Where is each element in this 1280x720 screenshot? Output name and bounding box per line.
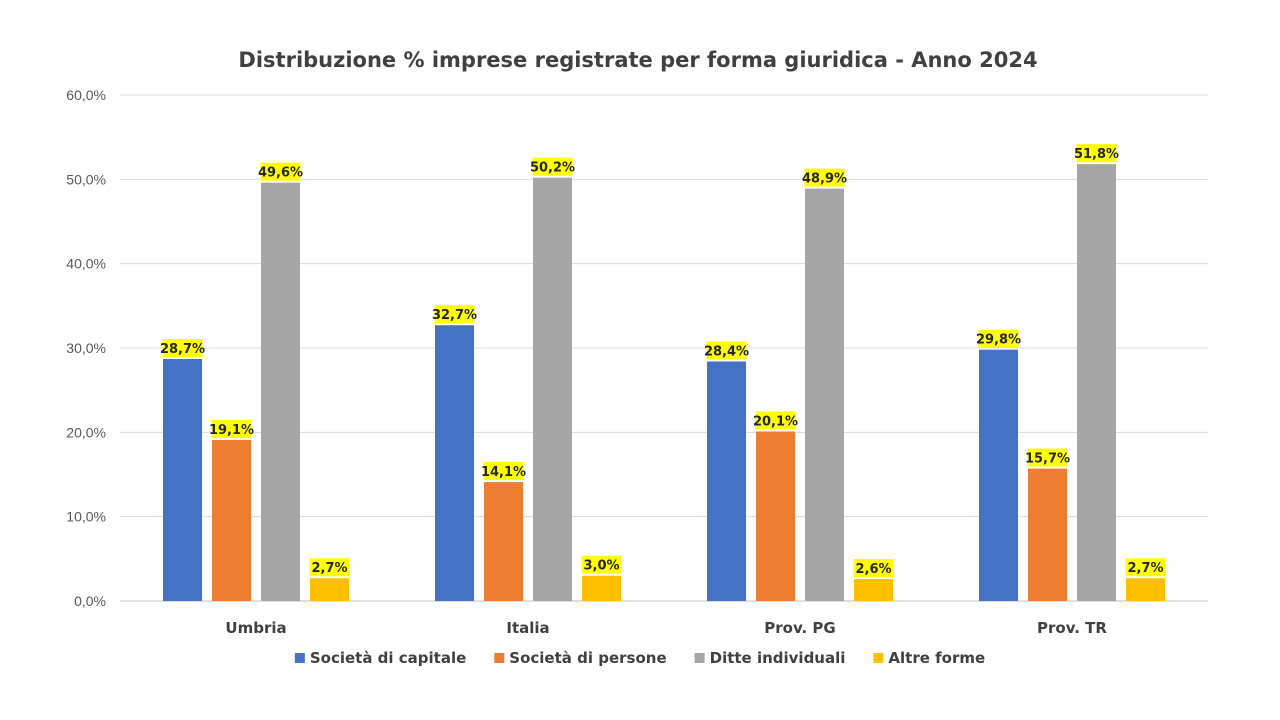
- data-label: 14,1%: [481, 465, 526, 480]
- bar: [979, 349, 1018, 601]
- bar: [1126, 578, 1165, 601]
- bar: [212, 439, 251, 601]
- data-label: 15,7%: [1025, 452, 1070, 467]
- bar: [805, 188, 844, 602]
- data-label: 2,7%: [311, 561, 347, 576]
- bar: [1077, 164, 1116, 602]
- data-label: 2,6%: [855, 562, 891, 577]
- y-tick-label: 60,0%: [66, 87, 106, 103]
- legend-swatch: [873, 653, 884, 663]
- data-label-highlight: [434, 305, 475, 324]
- y-tick-label: 50,0%: [66, 171, 106, 187]
- data-label: 51,8%: [1074, 147, 1119, 162]
- data-label: 50,2%: [530, 161, 575, 176]
- data-label-highlight: [532, 157, 573, 176]
- data-label-highlight: [162, 338, 203, 357]
- gridlines: [120, 94, 1208, 602]
- data-label: 20,1%: [753, 414, 798, 429]
- legend-swatch: [494, 653, 505, 663]
- data-label-highlight: [483, 462, 524, 481]
- bar: [854, 579, 893, 601]
- legend-item: Altre forme: [873, 649, 985, 667]
- data-label-highlight: [211, 419, 252, 438]
- legend: Società di capitale Società di persone Dit…: [294, 649, 985, 667]
- data-label-highlight: [853, 559, 894, 578]
- chart-title: Distribuzione % imprese registrate per f…: [238, 48, 1037, 72]
- legend-item: Società di persone: [494, 649, 667, 667]
- data-label: 2,7%: [1127, 561, 1163, 576]
- y-tick-label: 30,0%: [66, 340, 106, 356]
- bars: [163, 164, 1165, 602]
- legend-label: Società di capitale: [310, 649, 466, 667]
- data-label: 28,4%: [704, 344, 749, 359]
- data-label-highlight: [260, 162, 301, 181]
- bar: [163, 358, 202, 601]
- y-tick-label: 10,0%: [66, 509, 106, 525]
- bar: [435, 325, 474, 601]
- bar: [756, 431, 795, 601]
- bar: [484, 482, 523, 601]
- bar: [533, 177, 572, 601]
- y-tick-label: 20,0%: [66, 424, 106, 440]
- bar: [310, 578, 349, 601]
- legend-label: Società di persone: [509, 649, 666, 667]
- bar: [582, 575, 621, 601]
- data-label: 3,0%: [583, 559, 619, 574]
- data-label: 29,8%: [976, 333, 1021, 348]
- data-label-highlight: [1027, 448, 1068, 467]
- legend-item: Società di capitale: [294, 649, 466, 667]
- bar: [1028, 468, 1067, 601]
- bar: [261, 182, 300, 601]
- x-tick-label: Umbria: [225, 619, 286, 637]
- y-axis: 0,0% 10,0% 20,0% 30,0% 40,0% 50,0% 60,0%: [66, 87, 106, 609]
- data-label-highlight: [309, 558, 350, 577]
- y-tick-label: 40,0%: [66, 256, 106, 272]
- legend-label: Ditte individuali: [710, 649, 846, 667]
- data-label-highlight: [755, 411, 796, 430]
- data-label-highlight: [804, 168, 845, 187]
- y-tick-label: 0,0%: [74, 593, 106, 609]
- data-label: 19,1%: [209, 423, 254, 438]
- data-label: 32,7%: [432, 308, 477, 323]
- x-tick-label: Prov. TR: [1037, 619, 1107, 637]
- data-labels: 28,7% 19,1% 49,6% 2,7% 32,7% 14,1% 50,2% 3,0% 28…: [160, 144, 1166, 578]
- x-tick-label: Italia: [506, 619, 549, 637]
- data-label-highlight: [1076, 144, 1117, 163]
- data-label-highlight: [706, 341, 747, 360]
- legend-label: Altre forme: [888, 649, 985, 667]
- legend-swatch: [694, 653, 705, 663]
- data-label-highlight: [581, 555, 622, 574]
- data-label-highlight: [1125, 558, 1166, 577]
- x-tick-label: Prov. PG: [764, 619, 835, 637]
- data-label: 48,9%: [802, 172, 847, 187]
- data-label: 28,7%: [160, 342, 205, 357]
- legend-item: Ditte individuali: [694, 649, 846, 667]
- data-label: 49,6%: [258, 166, 303, 181]
- x-axis: Umbria Italia Prov. PG Prov. TR: [225, 619, 1107, 637]
- legend-swatch: [294, 653, 305, 663]
- data-label-highlight: [978, 329, 1019, 348]
- bar: [707, 361, 746, 601]
